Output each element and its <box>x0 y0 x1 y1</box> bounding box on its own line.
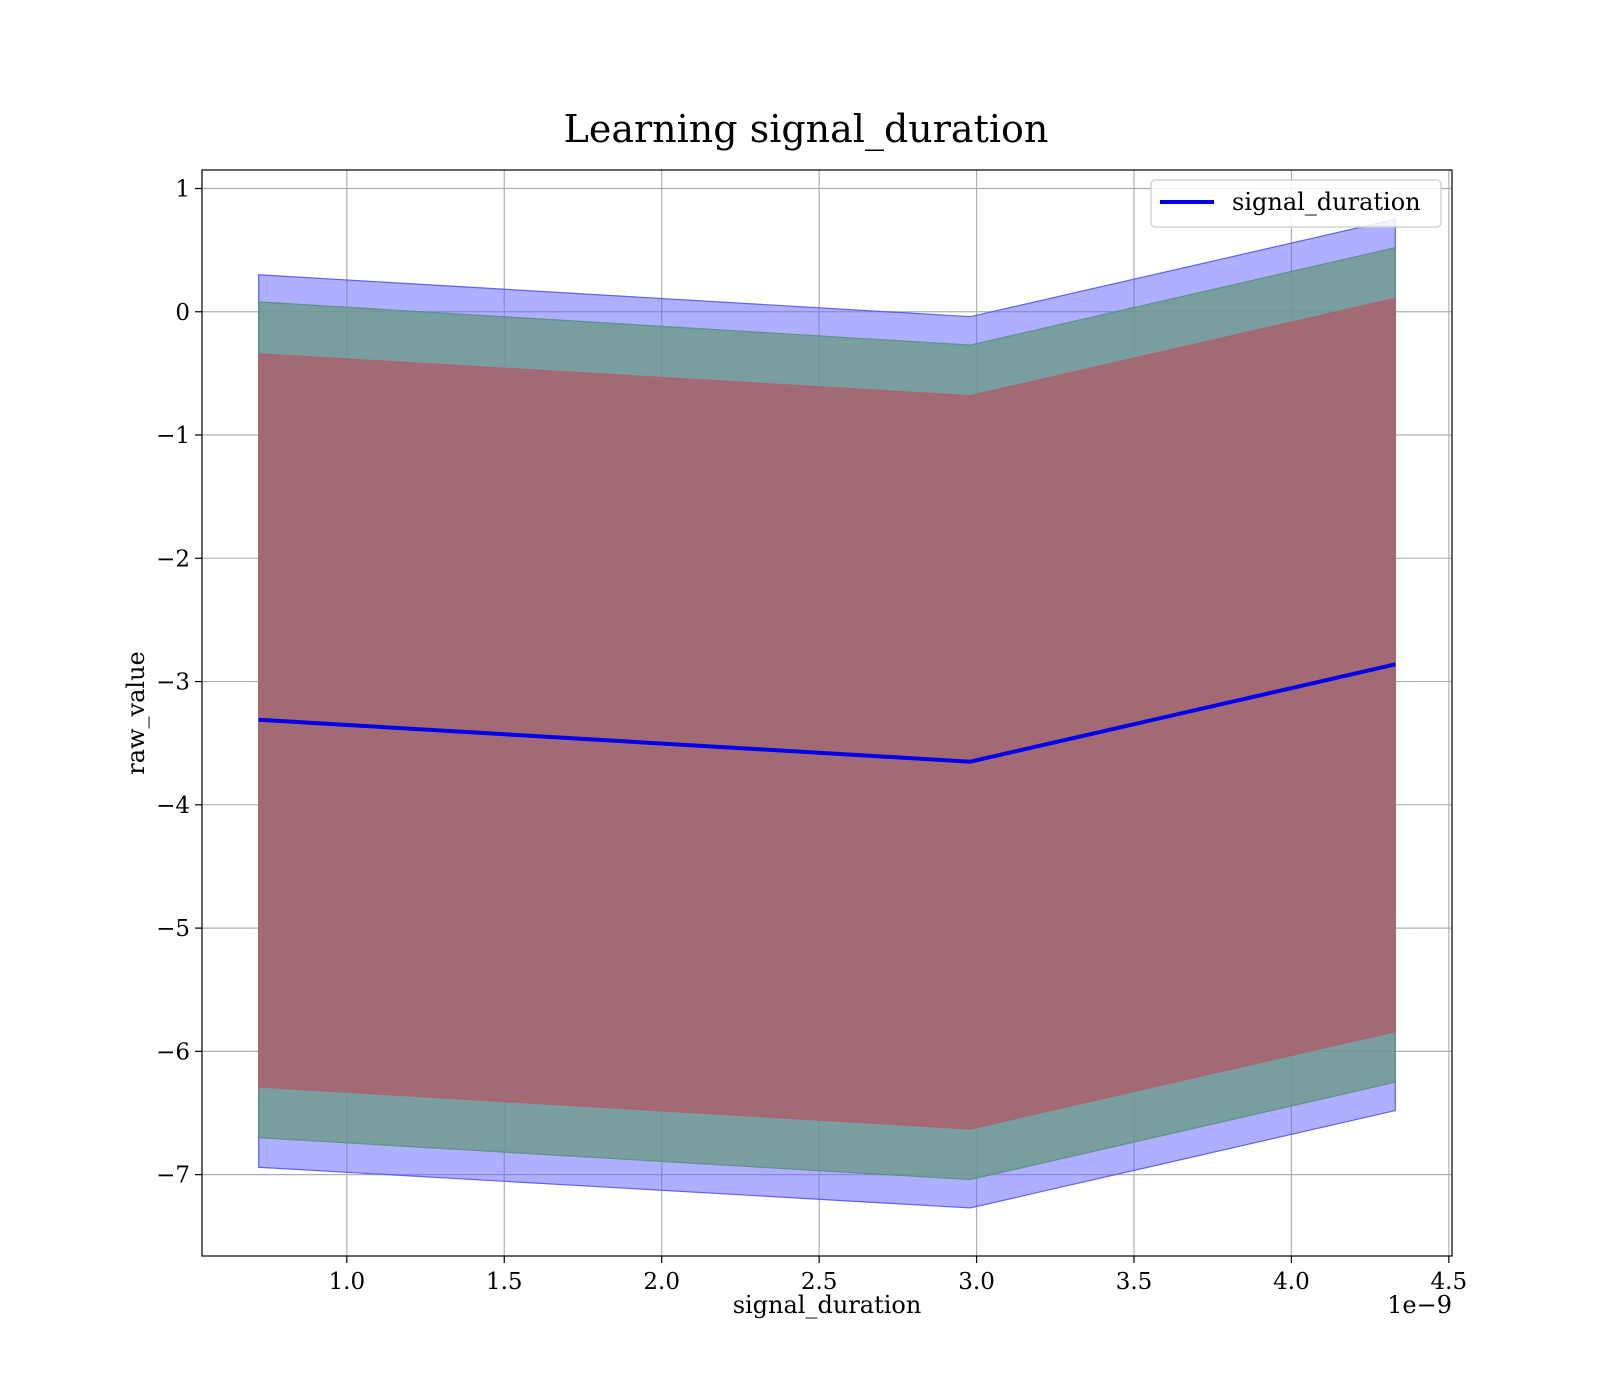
x-tick-label: 1.0 <box>329 1269 366 1295</box>
x-tick-label: 2.5 <box>801 1269 838 1295</box>
x-tick-label: 1.5 <box>486 1269 523 1295</box>
x-tick-label: 3.5 <box>1116 1269 1153 1295</box>
y-axis-ticks: 1 0 −1 −2 −3 −4 −5 −6 −7 <box>156 176 202 1189</box>
x-axis-label: signal_duration <box>733 1291 922 1319</box>
y-tick-label: −7 <box>156 1163 190 1189</box>
x-axis-ticks: 1.0 1.5 2.0 2.5 3.0 3.5 4.0 4.5 <box>329 1256 1468 1295</box>
legend-label: signal_duration <box>1232 188 1421 216</box>
y-tick-label: 1 <box>175 176 190 202</box>
x-axis-offset-label: 1e−9 <box>1387 1291 1452 1319</box>
y-tick-label: −4 <box>156 793 190 819</box>
x-tick-label: 2.0 <box>643 1269 680 1295</box>
plot-area <box>201 169 1453 1257</box>
chart-title: Learning signal_duration <box>564 107 1049 152</box>
y-tick-label: −2 <box>156 546 190 572</box>
series-line <box>258 662 1396 764</box>
y-tick-label: −3 <box>156 670 190 696</box>
y-tick-label: −6 <box>156 1039 190 1065</box>
confidence-band <box>258 297 1396 1130</box>
y-tick-label: −1 <box>156 423 190 449</box>
x-tick-label: 4.0 <box>1273 1269 1310 1295</box>
legend: signal_duration <box>1150 179 1442 228</box>
y-tick-label: 0 <box>175 300 190 326</box>
confidence-bands <box>258 218 1396 1209</box>
y-axis-label: raw_value <box>122 651 150 775</box>
x-tick-label: 4.5 <box>1431 1269 1468 1295</box>
series-lines <box>258 662 1396 764</box>
y-tick-label: −5 <box>156 916 190 942</box>
x-tick-label: 3.0 <box>958 1269 995 1295</box>
legend-box <box>1150 179 1442 228</box>
